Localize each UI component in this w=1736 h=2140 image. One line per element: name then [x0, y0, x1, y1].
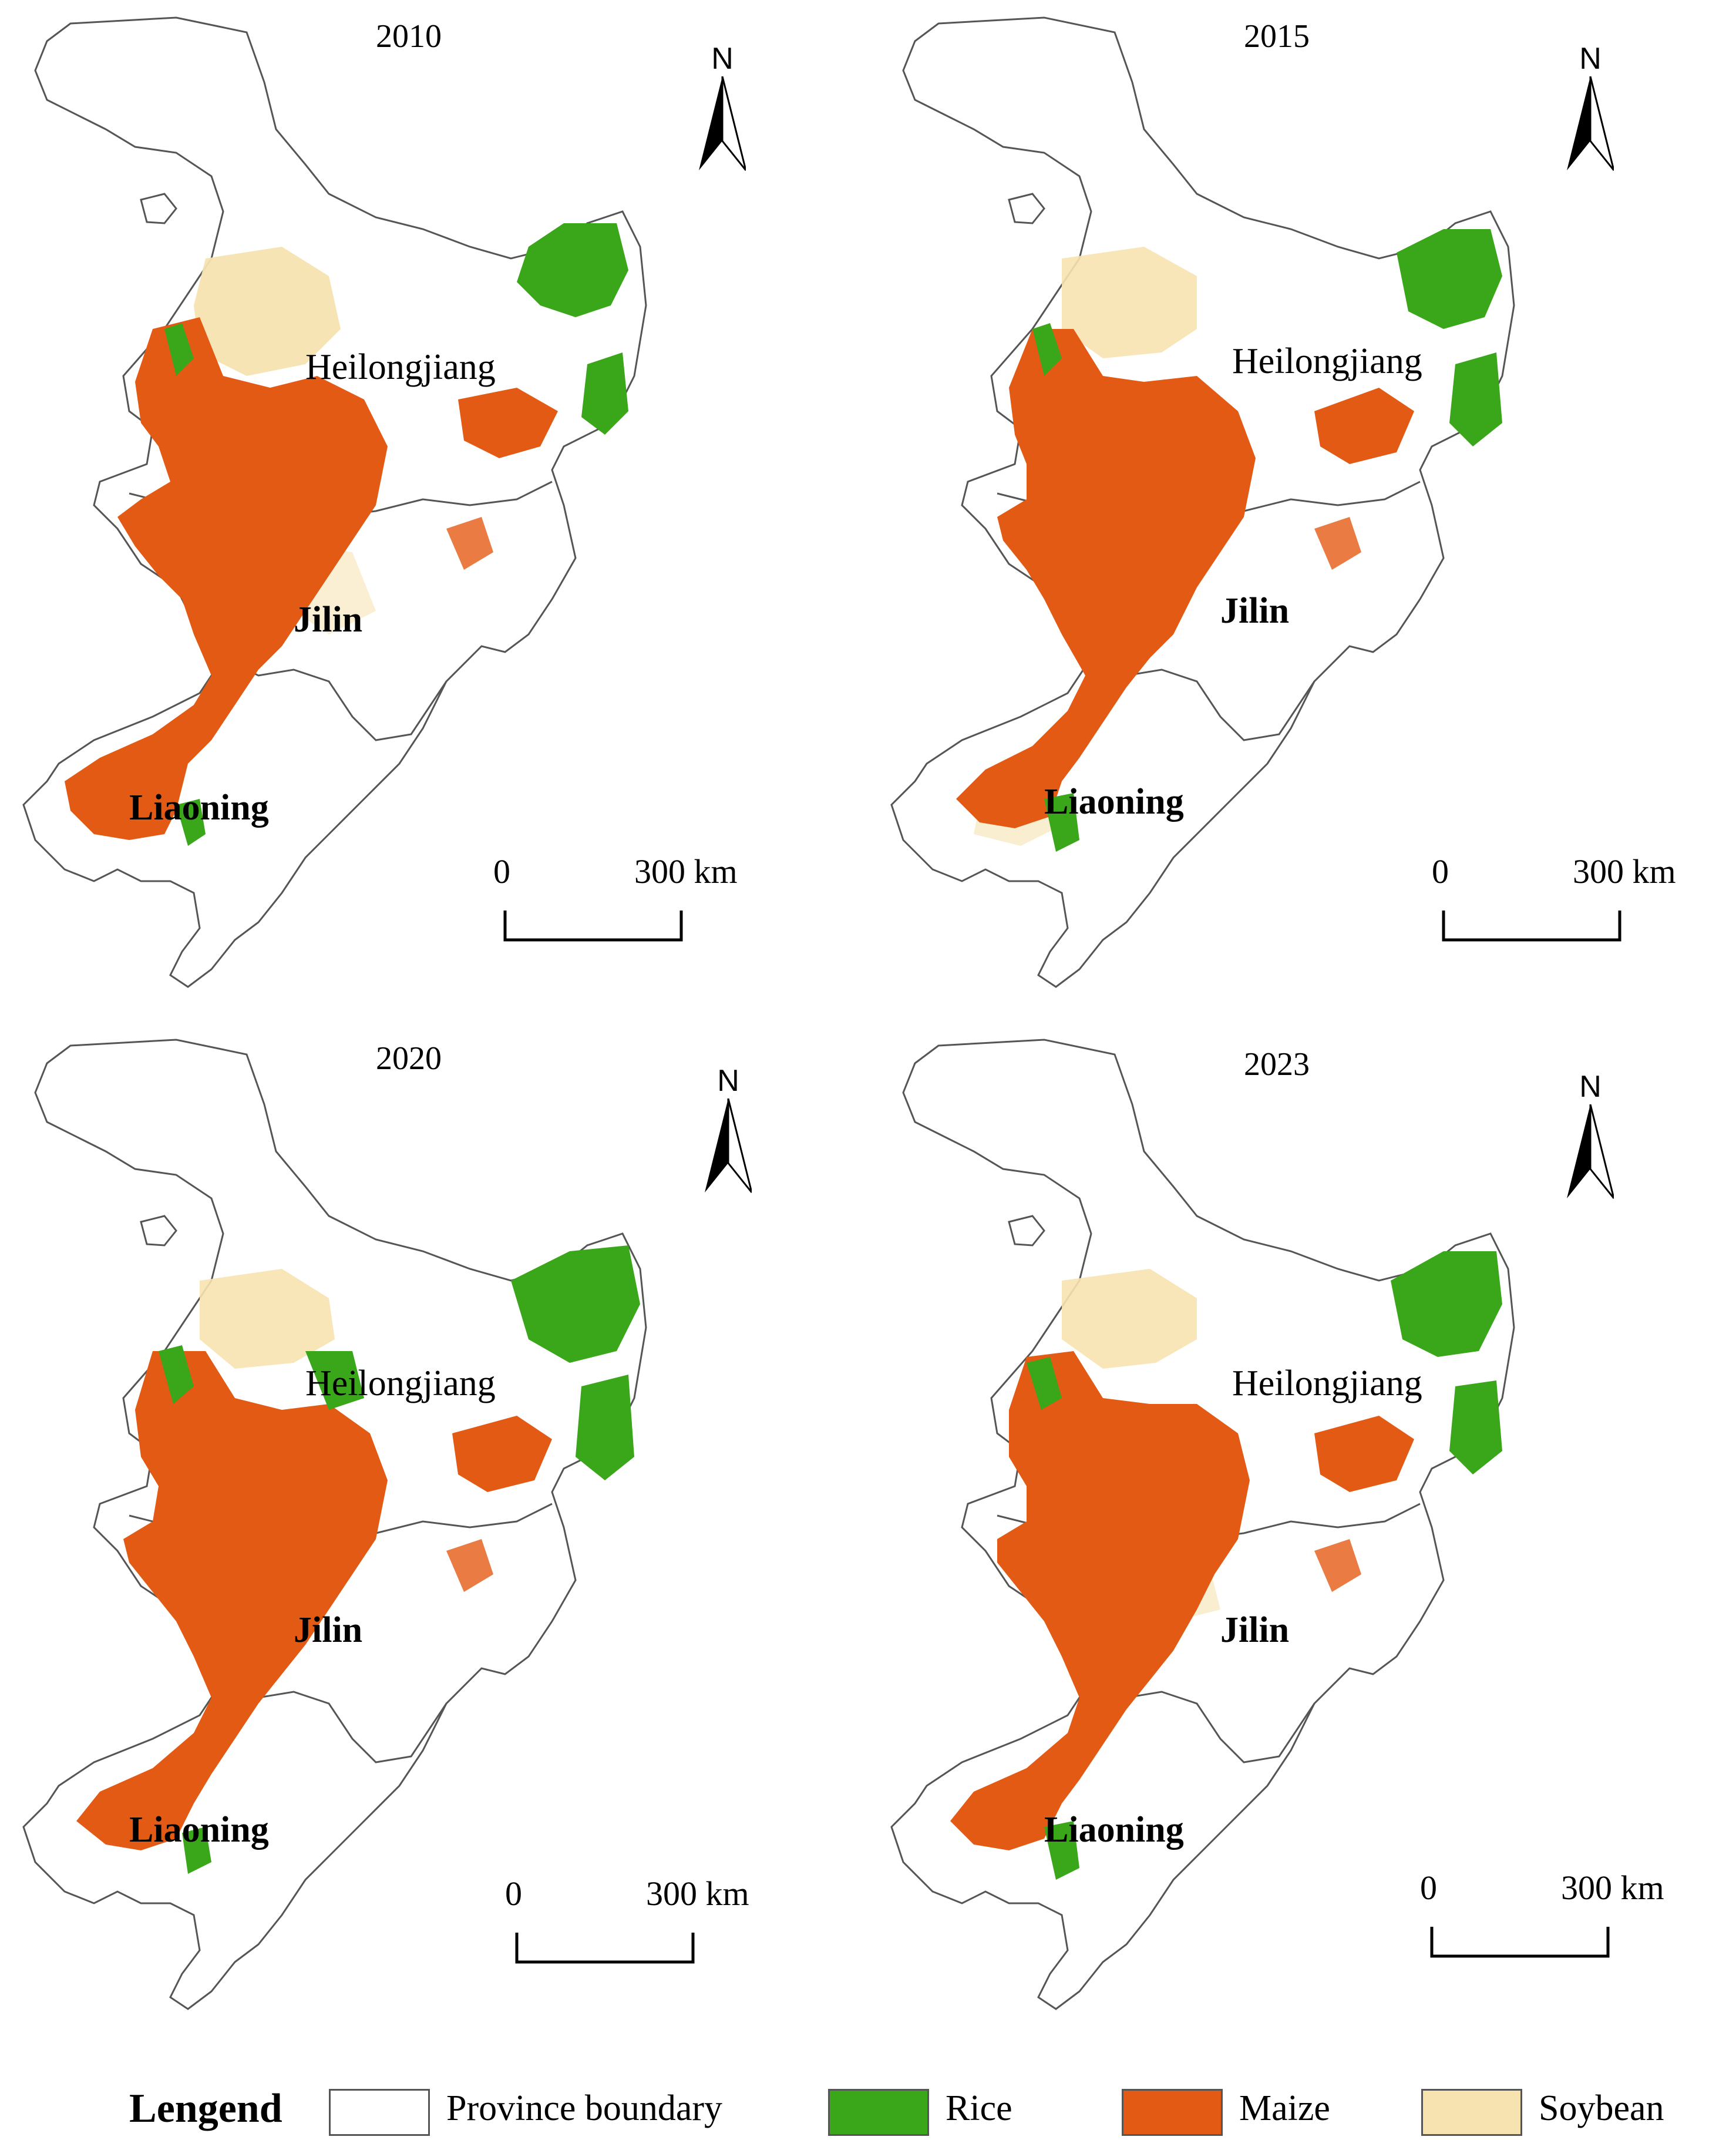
scale-end-label: 300 km [1573, 852, 1676, 891]
crop-map [22, 16, 647, 988]
scale-line [1442, 911, 1621, 942]
scale-line [1430, 1927, 1610, 1958]
map-panel-2015: 2015 N Heilongjiang Jilin Liaoning 0 300… [868, 0, 1736, 1022]
province-label-heilongjiang: Heilongjiang [1232, 1363, 1422, 1403]
maize-area [65, 317, 558, 840]
year-title: 2015 [1244, 18, 1310, 55]
scale-bar: 0 300 km [1420, 1868, 1664, 1974]
legend-label-maize: Maize [1239, 2088, 1330, 2128]
north-label: N [1579, 1070, 1602, 1104]
province-label-liaoning: Liaoning [129, 1810, 269, 1850]
scale-start-label: 0 [493, 852, 510, 891]
scale-line [503, 911, 683, 942]
north-arrow-icon [705, 1098, 752, 1193]
north-arrow-icon [699, 76, 746, 171]
legend-swatch-province-boundary [329, 2089, 430, 2136]
maize-area [950, 1351, 1414, 1850]
year-title: 2023 [1244, 1046, 1310, 1083]
map-panel-2010: 2010 N Heilongjiang Jilin Liaoning 0 300… [0, 0, 868, 1022]
rice-area [1032, 229, 1502, 852]
scale-bar: 0 300 km [493, 852, 738, 958]
scale-start-label: 0 [505, 1874, 522, 1913]
legend-label-soybean: Soybean [1539, 2088, 1664, 2128]
maize-area [76, 1351, 552, 1850]
province-label-heilongjiang: Heilongjiang [305, 347, 496, 387]
map-panel-2023: 2023 N Heilongjiang Jilin Liaoning 0 300… [868, 1022, 1736, 2044]
province-label-liaoning: Liaoning [129, 788, 269, 828]
scale-line [515, 1933, 695, 1964]
scale-start-label: 0 [1432, 852, 1449, 891]
province-label-heilongjiang: Heilongjiang [305, 1363, 496, 1403]
soybean-area [200, 1269, 335, 1369]
province-label-jilin: Jilin [1220, 591, 1290, 631]
province-label-jilin: Jilin [294, 600, 363, 640]
north-arrow: N [1555, 41, 1626, 176]
legend-swatch-rice [828, 2089, 929, 2136]
north-arrow-icon [1567, 76, 1614, 171]
legend-swatch-soybean [1421, 2089, 1522, 2136]
year-title: 2020 [376, 1040, 442, 1077]
scale-end-label: 300 km [634, 852, 738, 891]
scale-bar: 0 300 km [505, 1874, 749, 1980]
legend-label-province-boundary: Province boundary [446, 2088, 723, 2128]
legend-label-rice: Rice [946, 2088, 1012, 2128]
scale-end-label: 300 km [1561, 1869, 1664, 1907]
legend: Lengend Province boundary Rice Maize Soy… [0, 2079, 1736, 2140]
north-arrow: N [693, 1063, 763, 1198]
north-label: N [1579, 42, 1602, 76]
crop-map [890, 16, 1515, 988]
map-panel-2020: 2020 N Heilongjiang Jilin Liaoning 0 300… [0, 1022, 868, 2044]
rice-area [164, 223, 628, 846]
year-title: 2010 [376, 18, 442, 55]
north-label: N [717, 1064, 739, 1098]
north-label: N [711, 42, 734, 76]
north-arrow-icon [1567, 1104, 1614, 1199]
scale-end-label: 300 km [646, 1874, 749, 1913]
province-label-jilin: Jilin [294, 1610, 363, 1650]
rice-area [159, 1245, 640, 1874]
province-label-jilin: Jilin [1220, 1610, 1290, 1650]
legend-title: Lengend [129, 2086, 282, 2131]
province-label-liaoning: Liaoning [1044, 782, 1184, 822]
rice-area [1027, 1251, 1502, 1880]
legend-swatch-maize [1122, 2089, 1223, 2136]
scale-bar: 0 300 km [1432, 852, 1676, 958]
north-arrow: N [1555, 1069, 1626, 1204]
north-arrow: N [687, 41, 758, 176]
province-label-liaoning: Liaoning [1044, 1810, 1184, 1850]
crop-map [890, 1039, 1515, 2010]
maize-area [956, 329, 1414, 828]
scale-start-label: 0 [1420, 1869, 1437, 1907]
province-label-heilongjiang: Heilongjiang [1232, 341, 1422, 381]
crop-map [22, 1039, 647, 2010]
